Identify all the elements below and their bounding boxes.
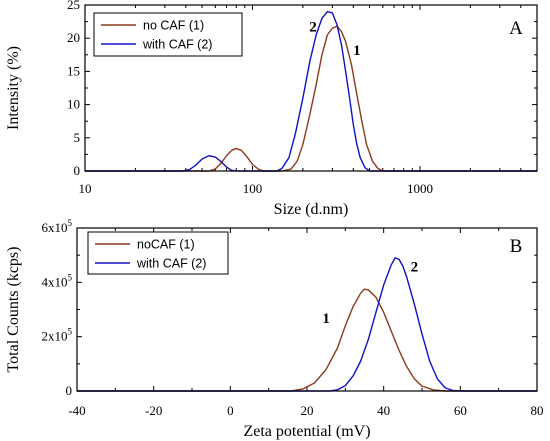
y-tick-label: 4x105 (42, 272, 73, 289)
panel-B: 0 2x105 4x105 6x105 -40 -20 0 20 40 60 80 1 2 noCAF (… (5, 218, 544, 440)
x-axis-label: Size (d.nm) (274, 201, 349, 218)
curve-label: 1 (353, 43, 361, 59)
x-tick-label: -20 (145, 403, 162, 418)
x-tick-label: 60 (454, 403, 467, 418)
legend-label: with CAF (2) (142, 38, 212, 52)
curve-label: 2 (411, 259, 419, 275)
y-tick-label: 10 (67, 97, 80, 112)
plot-frame (76, 227, 538, 392)
panel-letter: A (509, 18, 523, 39)
curve-label: 1 (322, 311, 330, 327)
x-tick-label: 10 (79, 181, 92, 196)
y-axis-label: Intensity (%) (5, 46, 22, 130)
legend-box (93, 12, 243, 57)
x-tick-label: 100 (243, 181, 263, 196)
legend-label: with CAF (2) (136, 257, 206, 271)
x-tick-label: -40 (68, 403, 85, 418)
x-tick-label: 1000 (407, 181, 433, 196)
y-tick-label: 15 (67, 63, 80, 78)
curve-label: 2 (309, 20, 317, 36)
x-tick-label: 80 (531, 403, 544, 418)
y-tick-label: 0 (66, 383, 73, 398)
series-line-1 (77, 288, 537, 392)
series-line-1 (85, 25, 537, 172)
panel-A: 0 5 10 15 20 25 10 100 1000 2 1 no CAF (1) with CAF … (5, 0, 538, 218)
y-tick-label: 5 (74, 130, 81, 145)
y-axis-label: Total Counts (kcps) (5, 247, 22, 373)
y-tick-label: 25 (67, 0, 80, 12)
y-tick-label: 6x105 (42, 218, 73, 235)
panel-letter: B (510, 236, 523, 257)
plot-frame (84, 4, 538, 172)
legend: no CAF (1) with CAF (2) (93, 12, 243, 57)
series-line-2 (77, 257, 537, 392)
x-tick-label: 20 (301, 403, 314, 418)
legend: noCAF (1) with CAF (2) (87, 231, 229, 275)
legend-label: noCAF (1) (137, 238, 195, 252)
y-tick-label: 20 (67, 30, 80, 45)
series-line-2 (85, 10, 537, 172)
x-tick-label: 0 (227, 403, 234, 418)
x-tick-label: 40 (377, 403, 390, 418)
y-tick-label: 2x105 (42, 327, 73, 344)
y-tick-label: 0 (74, 163, 81, 178)
legend-label: no CAF (1) (143, 19, 204, 33)
x-axis-label: Zeta potential (mV) (243, 423, 370, 440)
legend-box (87, 231, 229, 275)
